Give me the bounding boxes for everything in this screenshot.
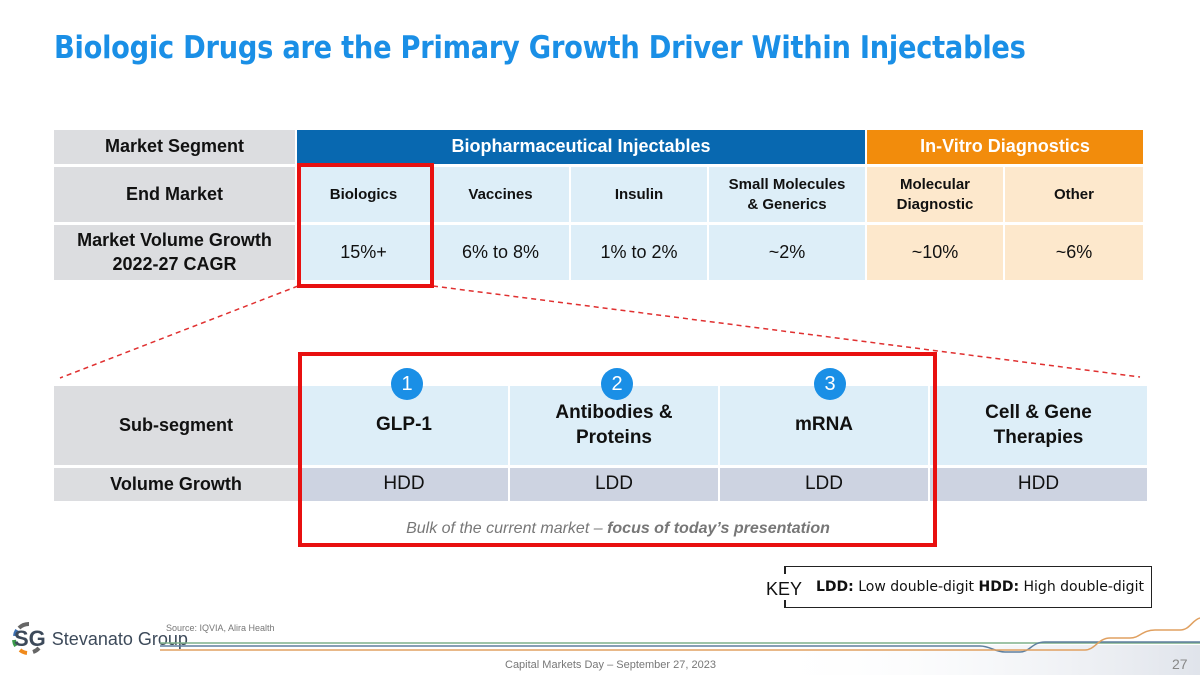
sub-segment-label-line2: Proteins: [575, 426, 653, 448]
growth-biologics: 15%+: [297, 225, 432, 283]
sub-segment-row: Sub-segment GLP-1 Antibodies & Proteins m…: [54, 386, 1147, 468]
end-market-label: Vaccines: [468, 185, 533, 203]
end-market-insulin: Insulin: [571, 167, 709, 225]
key-ldd-text: Low double-digit: [853, 579, 979, 595]
row-label-line1: Market Volume Growth: [77, 230, 272, 251]
end-market-label-line1: Molecular: [899, 176, 971, 193]
growth-small-molecules: ~2%: [709, 225, 867, 283]
segment-ivd: In-Vitro Diagnostics: [867, 130, 1143, 167]
key-label: KEY: [766, 579, 803, 599]
row-label-end-market: End Market: [54, 167, 297, 225]
sub-segment-table: Sub-segment GLP-1 Antibodies & Proteins m…: [54, 386, 1147, 504]
segment-row: Market Segment Biopharmaceutical Injecta…: [54, 130, 1147, 167]
growth-other: ~6%: [1005, 225, 1143, 283]
end-market-label: Insulin: [614, 185, 664, 203]
end-market-label-line2: Diagnostic: [896, 195, 974, 213]
highlight-biologics: [297, 163, 434, 288]
page-number: 27: [1172, 656, 1188, 672]
focus-note-text: Bulk of the current market –: [406, 520, 608, 537]
badge-2: 2: [601, 368, 633, 400]
volume-growth-mrna: LDD: [720, 468, 930, 504]
volume-growth-antibodies: LDD: [510, 468, 720, 504]
end-market-label: Other: [1053, 185, 1094, 203]
vials-background-image: [760, 645, 1200, 675]
slide-title: Biologic Drugs are the Primary Growth Dr…: [54, 30, 1026, 66]
sub-segment-label-line2: Therapies: [993, 426, 1084, 448]
event-date: Capital Markets Day – September 27, 2023: [505, 659, 716, 671]
end-market-other: Other: [1005, 167, 1143, 225]
end-market-label-line2: & Generics: [747, 195, 827, 213]
volume-growth-cell-gene: HDD: [930, 468, 1147, 504]
sub-segment-label-line1: Antibodies &: [555, 401, 673, 423]
focus-note-bold: focus of today’s presentation: [607, 520, 830, 537]
segment-biopharma: Biopharmaceutical Injectables: [297, 130, 867, 167]
key-ldd-abbr: LDD:: [816, 579, 854, 595]
badge-3: 3: [814, 368, 846, 400]
footer-line-orange: [160, 617, 1200, 651]
growth-vaccines: 6% to 8%: [432, 225, 571, 283]
sub-segment-label: mRNA: [794, 414, 854, 436]
badge-1: 1: [391, 368, 423, 400]
company-name: Stevanato Group: [51, 628, 188, 649]
end-market-row: End Market Biologics Vaccines Insulin Sm…: [54, 167, 1147, 225]
row-label-sub-segment: Sub-segment: [54, 386, 300, 468]
growth-molecular-diagnostic: ~10%: [867, 225, 1005, 283]
sub-segment-mrna: mRNA: [720, 386, 930, 468]
key-box-edge: [784, 600, 786, 608]
key-hdd-abbr: HDD:: [978, 579, 1020, 595]
key-legend: LDD: Low double-digit HDD: High double-d…: [784, 566, 1152, 608]
logo-mark: SG: [14, 626, 46, 651]
end-market-label-line1: Small Molecules: [728, 176, 846, 193]
row-label-line2: 2022-27 CAGR: [112, 253, 237, 274]
sub-segment-cell-gene: Cell & Gene Therapies: [930, 386, 1147, 468]
end-market-small-molecules: Small Molecules & Generics: [709, 167, 867, 225]
market-segment-table: Market Segment Biopharmaceutical Injecta…: [54, 130, 1147, 283]
growth-insulin: 1% to 2%: [571, 225, 709, 283]
end-market-biologics: Biologics: [297, 167, 432, 225]
growth-row: Market Volume Growth 2022-27 CAGR 15%+ 6%…: [54, 225, 1147, 283]
end-market-molecular-diagnostic: Molecular Diagnostic: [867, 167, 1005, 225]
row-label-growth: Market Volume Growth 2022-27 CAGR: [54, 225, 297, 283]
end-market-label: Biologics: [329, 185, 398, 203]
company-logo: SG Stevanato Group: [12, 622, 188, 655]
key-hdd-text: High double-digit: [1019, 579, 1144, 595]
sub-segment-label: GLP-1: [376, 414, 432, 436]
logo-gear-icon: [12, 622, 41, 655]
row-label-segment: Market Segment: [54, 130, 297, 167]
volume-growth-row: Volume Growth HDD LDD LDD HDD: [54, 468, 1147, 504]
row-label-volume-growth: Volume Growth: [54, 468, 300, 504]
footer-line-blue: [160, 641, 1200, 653]
sub-segment-label-line1: Cell & Gene: [985, 401, 1092, 423]
end-market-vaccines: Vaccines: [432, 167, 571, 225]
focus-note: Bulk of the current market – focus of to…: [300, 520, 936, 538]
connector-left: [59, 285, 299, 379]
key-box-edge: [784, 566, 786, 574]
highlight-focus-area: [298, 352, 937, 547]
volume-growth-glp1: HDD: [300, 468, 510, 504]
